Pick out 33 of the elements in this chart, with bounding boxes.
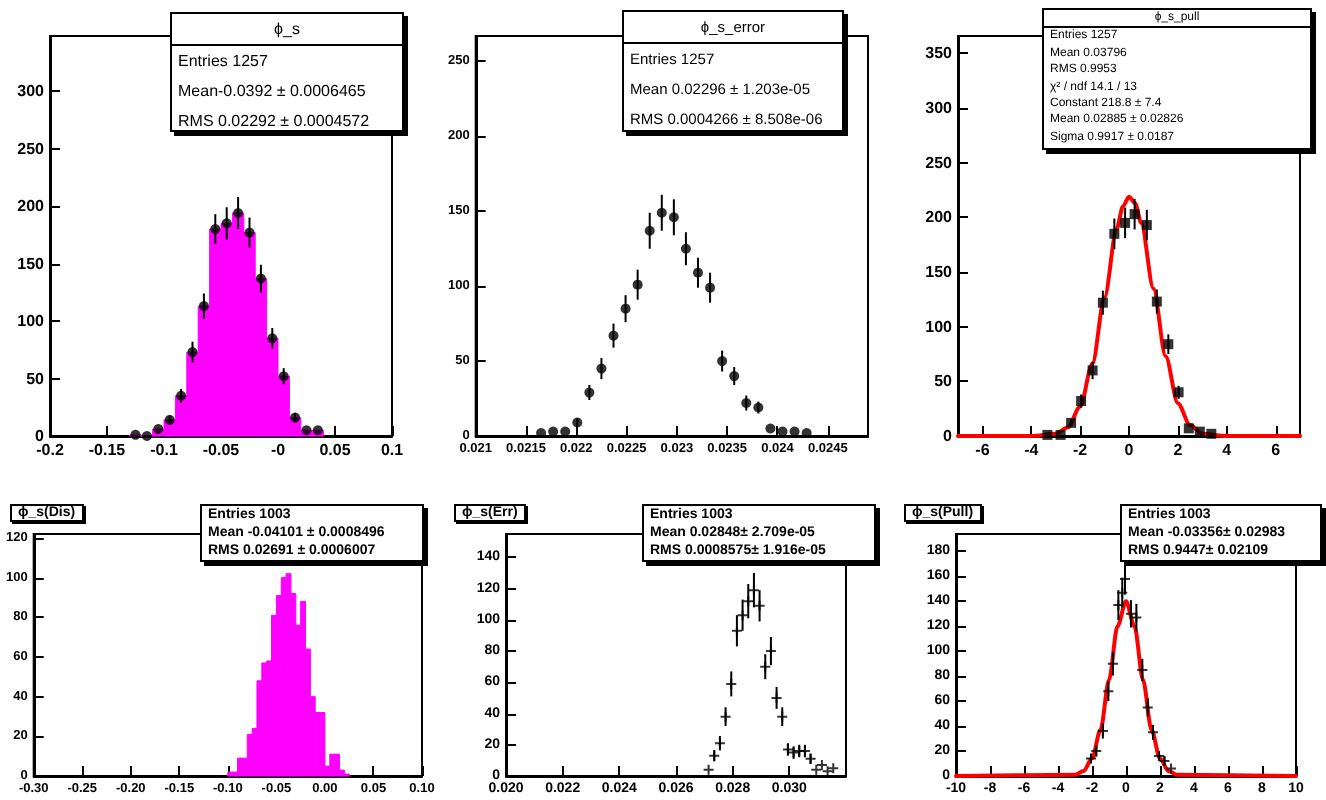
y-tick-label: 50 [934,372,954,391]
y-tick-label: 150 [925,263,954,282]
x-tick-label: 4 [1222,441,1233,459]
x-tick-label: -0.2 [36,441,65,459]
x-tick-label: 6 [1271,441,1282,459]
x-tick-label: -0.05 [202,441,241,459]
y-tick-label: 300 [17,82,46,101]
x-tick-label: -0 [270,441,287,459]
annotation: Entries 1257 [176,50,270,74]
x-tick-label: -6 [975,441,991,459]
x-tick-label: 0 [1124,441,1135,459]
y-tick-label: 250 [17,139,46,158]
y-tick-label: 200 [17,197,46,216]
x-tick-label: -0.1 [150,441,179,459]
y-tick-label: 0 [943,427,954,445]
x-tick-label: 2 [1173,441,1184,459]
y-tick-label: 250 [925,153,954,172]
x-tick-label: 0.1 [380,441,405,459]
y-tick-label: 100 [17,312,46,331]
y-tick-label: 350 [925,44,954,63]
annotation: RMS 0.02292 ± 0.0004572 [176,110,372,134]
y-tick-label: 150 [17,254,46,273]
y-tick-label: 200 [925,208,954,227]
y-tick-label: 300 [925,99,954,118]
x-tick-label: -0.15 [88,441,127,459]
y-tick-label: 0 [35,427,46,445]
y-tick-label: 100 [925,317,954,336]
annotation: Mean-0.0392 ± 0.0006465 [176,80,368,104]
chart-title: ϕ_s [172,14,402,46]
y-tick-label: 50 [26,369,46,388]
x-tick-label: -2 [1073,441,1089,459]
x-tick-label: -4 [1024,441,1040,459]
x-tick-label: 0.05 [319,441,352,459]
